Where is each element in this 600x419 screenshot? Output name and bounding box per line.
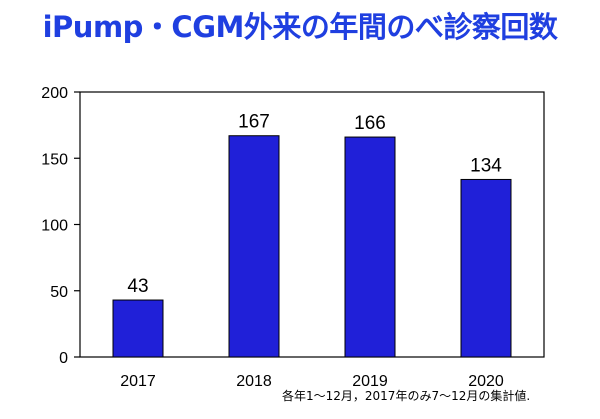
chart-footnote: 各年1～12月，2017年のみ7～12月の集計値. [282, 389, 531, 403]
x-tick-label-2017: 2017 [120, 373, 156, 390]
y-tick-label: 200 [41, 85, 68, 102]
x-tick-label-2018: 2018 [236, 373, 272, 390]
y-tick-label: 0 [59, 350, 68, 367]
y-tick-label: 50 [50, 284, 68, 301]
y-tick-label: 100 [41, 218, 68, 235]
x-tick-label-2019: 2019 [352, 373, 388, 390]
bar-2017 [112, 299, 164, 358]
data-label-2017: 43 [127, 276, 148, 297]
chart-title: iPump・CGM外来の年間のべ診察回数 [42, 10, 558, 44]
data-label-2019: 166 [354, 113, 386, 134]
bar-2019 [344, 136, 396, 358]
bar-2020 [460, 178, 512, 358]
y-tick-label: 150 [41, 151, 68, 168]
bar-2018 [228, 135, 280, 358]
data-label-2020: 134 [470, 155, 502, 176]
data-label-2018: 167 [238, 112, 270, 133]
x-tick-label-2020: 2020 [468, 373, 504, 390]
